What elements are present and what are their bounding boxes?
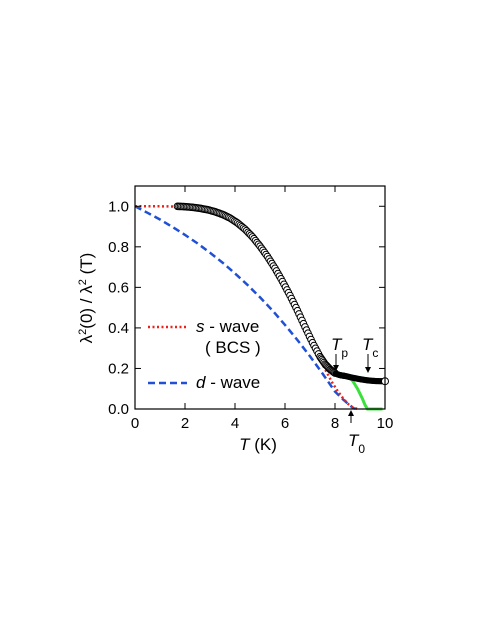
x-tick-label: 0 — [131, 415, 139, 432]
legend-label-s-wave: s - wave — [196, 317, 259, 336]
series-d-wave — [134, 205, 356, 411]
annotation-tp: Tp — [331, 335, 348, 360]
plot-frame — [134, 185, 386, 410]
x-tick-label: 4 — [231, 415, 239, 432]
annotation-t0: T0 — [348, 431, 365, 456]
y-tick-label: 0.6 — [108, 279, 129, 296]
legend: s - wave ( BCS ) d - wave — [148, 317, 261, 392]
y-tick-label: 0.0 — [108, 401, 129, 418]
x-axis-label: T (K) — [239, 435, 277, 454]
legend-label-d-wave: d - wave — [196, 373, 260, 392]
annotation-tc: Tc — [362, 335, 378, 360]
x-tick-label: 10 — [377, 415, 394, 432]
x-tick-label: 8 — [331, 415, 339, 432]
y-tick-label: 1.0 — [108, 198, 129, 215]
y-tick-label: 0.4 — [108, 320, 129, 337]
y-axis-label: λ2(0) / λ2 (T) — [77, 253, 96, 344]
ticks-layer: 0 2 4 6 8 10 0.0 0.2 0.4 0.6 0.8 1.0 — [108, 186, 393, 432]
x-tick-label: 2 — [181, 415, 189, 432]
legend-label-bcs: ( BCS ) — [205, 338, 261, 357]
annotations: Tp Tc T0 — [331, 335, 378, 456]
y-tick-label: 0.2 — [108, 360, 129, 377]
series-layer — [134, 202, 389, 411]
y-tick-label: 0.8 — [108, 239, 129, 256]
x-tick-label: 6 — [281, 415, 289, 432]
